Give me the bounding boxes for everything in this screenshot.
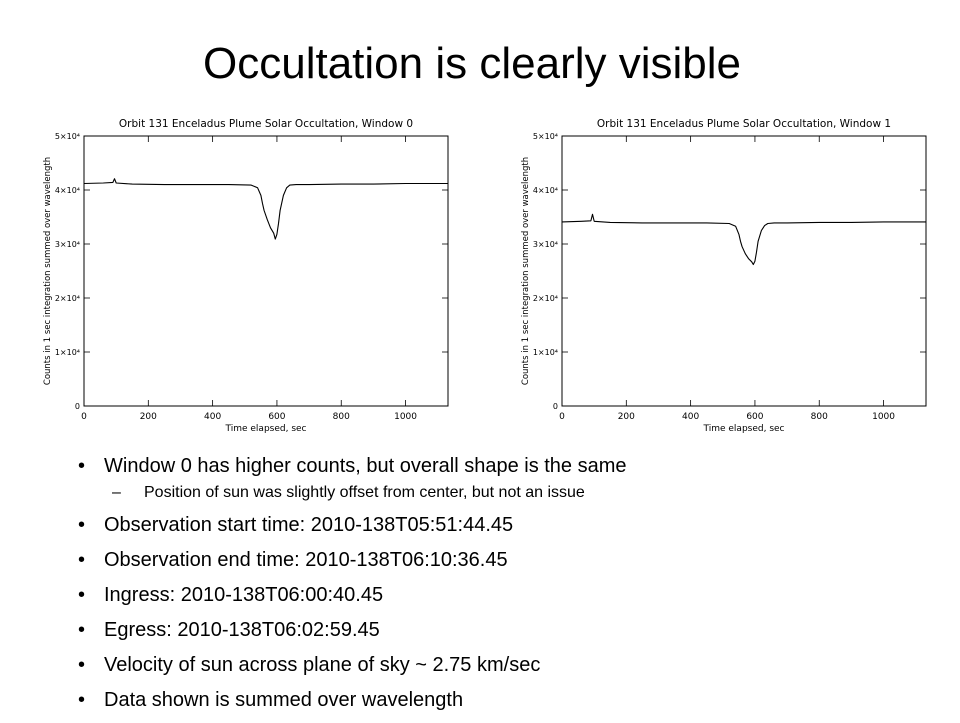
x-tick-label: 0 [81, 412, 87, 422]
y-tick-label: 1×10⁴ [55, 348, 80, 357]
x-tick-label: 200 [618, 412, 635, 422]
series-line [561, 213, 926, 266]
series-line [83, 178, 448, 240]
y-axis-label: Counts in 1 sec integration summed over … [43, 157, 53, 385]
y-tick-label: 2×10⁴ [533, 294, 558, 303]
x-tick-label: 400 [682, 412, 699, 422]
bullet-item: Data shown is summed over wavelength [78, 688, 938, 712]
bullet-item: Velocity of sun across plane of sky ~ 2.… [78, 653, 938, 677]
x-tick-label: 200 [140, 412, 157, 422]
y-tick-label: 5×10⁴ [533, 132, 558, 141]
x-axis-label: Time elapsed, sec [703, 424, 785, 434]
slide-title: Occultation is clearly visible [203, 39, 741, 88]
y-tick-label: 4×10⁴ [55, 186, 80, 195]
chart-window-1-svg: Orbit 131 Enceladus Plume Solar Occultat… [521, 118, 927, 434]
bullet-item: Observation end time: 2010-138T06:10:36.… [78, 548, 938, 572]
x-axis-label: Time elapsed, sec [225, 424, 307, 434]
y-tick-label: 0 [75, 402, 80, 411]
y-tick-label: 1×10⁴ [533, 348, 558, 357]
bullet-item: Ingress: 2010-138T06:00:40.45 [78, 583, 938, 607]
chart-title: Orbit 131 Enceladus Plume Solar Occultat… [119, 118, 413, 130]
sub-bullet-item: Position of sun was slightly offset from… [78, 483, 938, 503]
y-tick-label: 4×10⁴ [533, 186, 558, 195]
x-tick-label: 800 [333, 412, 350, 422]
x-tick-label: 600 [746, 412, 763, 422]
y-tick-label: 3×10⁴ [533, 240, 558, 249]
y-tick-label: 0 [553, 402, 558, 411]
x-tick-label: 800 [811, 412, 828, 422]
chart-window-0: Orbit 131 Enceladus Plume Solar Occultat… [36, 112, 454, 434]
bullet-item: Window 0 has higher counts, but overall … [78, 454, 938, 478]
plot-frame [83, 135, 449, 407]
x-tick-label: 600 [268, 412, 285, 422]
y-tick-label: 2×10⁴ [55, 294, 80, 303]
x-tick-label: 400 [204, 412, 221, 422]
bullet-item: Observation start time: 2010-138T05:51:4… [78, 513, 938, 537]
y-tick-label: 3×10⁴ [55, 240, 80, 249]
chart-title: Orbit 131 Enceladus Plume Solar Occultat… [597, 118, 891, 130]
chart-window-0-svg: Orbit 131 Enceladus Plume Solar Occultat… [43, 118, 449, 434]
y-axis-label: Counts in 1 sec integration summed over … [521, 157, 531, 385]
y-tick-label: 5×10⁴ [55, 132, 80, 141]
bullet-list: Window 0 has higher counts, but overall … [78, 454, 938, 723]
bullet-item: Egress: 2010-138T06:02:59.45 [78, 618, 938, 642]
x-tick-label: 1000 [394, 412, 417, 422]
chart-window-1: Orbit 131 Enceladus Plume Solar Occultat… [514, 112, 932, 434]
x-tick-label: 1000 [872, 412, 895, 422]
plot-frame [561, 135, 927, 407]
x-tick-label: 0 [559, 412, 565, 422]
